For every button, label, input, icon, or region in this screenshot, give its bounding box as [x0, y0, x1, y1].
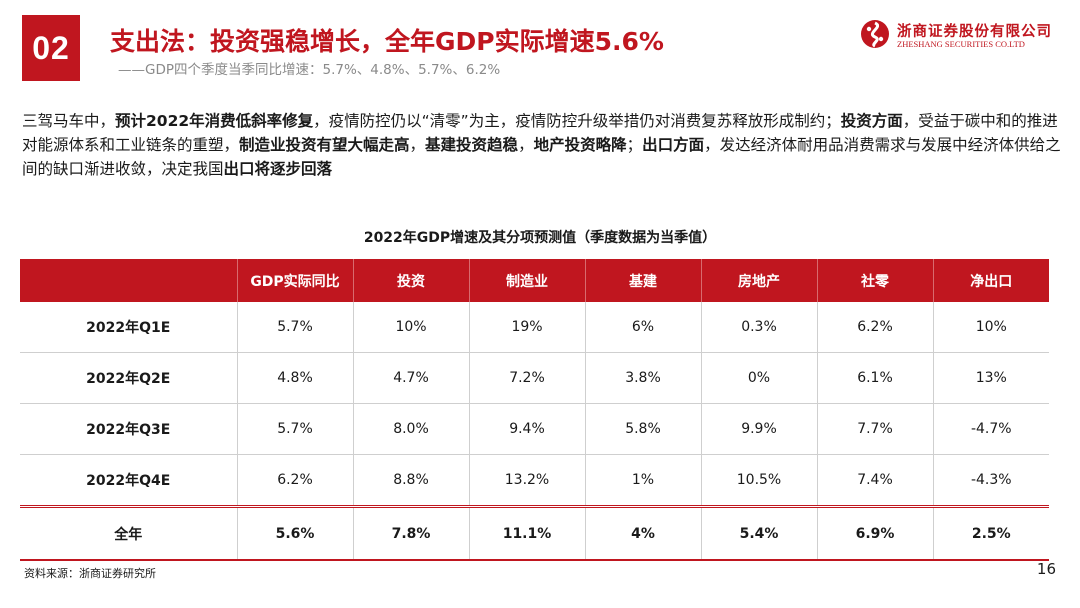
- table-cell: 8.8%: [353, 454, 470, 508]
- zheshang-logo-icon: [861, 20, 889, 48]
- table-cell: 5.7%: [237, 403, 354, 455]
- logo-name-en: ZHESHANG SECURITIES CO.LTD: [897, 39, 1025, 49]
- summary-paragraph: 三驾马车中，预计2022年消费低斜率修复，疫情防控仍以“清零”为主，疫情防控升级…: [22, 109, 1062, 181]
- paragraph-text: 三驾马车中，: [22, 112, 116, 130]
- paragraph-text: ，发达经济体耐用品消费需求与发展中经济体供给之间的缺口渐进收敛，决定我国: [22, 136, 1061, 178]
- table-header-cell: [20, 259, 238, 302]
- paragraph-highlight: 投资方面: [840, 112, 903, 130]
- paragraph-highlight: 出口将逐步回落: [223, 160, 333, 178]
- company-logo: 浙商证券股份有限公司 ZHESHANG SECURITIES CO.LTD: [860, 16, 1060, 52]
- table-cell: 5.6%: [237, 506, 354, 561]
- table-cell: 7.8%: [353, 506, 470, 561]
- table-header-cell: 制造业: [469, 259, 586, 302]
- table-header-cell: 房地产: [701, 259, 818, 302]
- row-label: 2022年Q3E: [20, 403, 238, 455]
- table-cell: 19%: [469, 302, 586, 353]
- row-label: 2022年Q1E: [20, 302, 238, 353]
- slide-title: 支出法：投资强稳增长，全年GDP实际增速5.6%: [110, 27, 664, 56]
- slide-subtitle: ——GDP四个季度当季同比增速：5.7%、4.8%、5.7%、6.2%: [118, 62, 501, 78]
- table-row: 2022年Q1E 5.7% 10% 19% 6% 0.3% 6.2% 10%: [20, 302, 1049, 353]
- table-cell: 6.9%: [817, 506, 934, 561]
- table-cell: 6%: [585, 302, 702, 353]
- table-header-cell: 净出口: [933, 259, 1049, 302]
- table-cell: 8.0%: [353, 403, 470, 455]
- table-cell: 5.8%: [585, 403, 702, 455]
- paragraph-highlight: 制造业投资有望大幅走高: [239, 136, 410, 154]
- table-cell: 7.2%: [469, 352, 586, 404]
- paragraph-highlight: 基建投资趋稳: [425, 136, 519, 154]
- logo-name-cn: 浙商证券股份有限公司: [897, 24, 1052, 40]
- paragraph-text: ，: [518, 136, 534, 154]
- paragraph-text: ，: [409, 136, 426, 154]
- table-cell: 4.7%: [353, 352, 470, 404]
- table-cell: 6.1%: [817, 352, 934, 404]
- source-note: 资料来源：浙商证券研究所: [24, 567, 156, 580]
- table-cell: 9.4%: [469, 403, 586, 455]
- table-header-cell: 社零: [817, 259, 934, 302]
- gdp-forecast-table: GDP实际同比 投资 制造业 基建 房地产 社零 净出口 2022年Q1E 5.…: [20, 259, 1049, 561]
- table-cell: 5.7%: [237, 302, 354, 353]
- table-cell: 11.1%: [469, 506, 586, 561]
- paragraph-text: ；: [626, 136, 643, 154]
- table-cell: 7.7%: [817, 403, 934, 455]
- table-cell: 13.2%: [469, 454, 586, 508]
- table-cell: 3.8%: [585, 352, 702, 404]
- table-cell: 10%: [933, 302, 1049, 353]
- row-label: 2022年Q4E: [20, 454, 238, 508]
- paragraph-text: ，疫情防控仍以“清零”为主，疫情防控升级举措仍对消费复苏释放形成制约；: [313, 112, 841, 130]
- table-row: 2022年Q4E 6.2% 8.8% 13.2% 1% 10.5% 7.4% -…: [20, 454, 1049, 508]
- section-number-badge: 02: [22, 15, 80, 81]
- row-label: 2022年Q2E: [20, 352, 238, 404]
- table-cell: 0.3%: [701, 302, 818, 353]
- table-cell: -4.7%: [933, 403, 1049, 455]
- table-header-row: GDP实际同比 投资 制造业 基建 房地产 社零 净出口: [20, 259, 1049, 302]
- table-cell: 2.5%: [933, 506, 1049, 561]
- paragraph-highlight: 预计2022年消费低斜率修复: [115, 112, 314, 130]
- table-header-cell: 基建: [585, 259, 702, 302]
- row-label: 全年: [20, 506, 238, 561]
- table-cell: 7.4%: [817, 454, 934, 508]
- table-cell: 13%: [933, 352, 1049, 404]
- table-header-cell: 投资: [353, 259, 470, 302]
- page-number: 16: [1036, 560, 1056, 578]
- table-cell: 0%: [701, 352, 818, 404]
- table-cell: 4%: [585, 506, 702, 561]
- table-cell: 10%: [353, 302, 470, 353]
- table-cell: 6.2%: [817, 302, 934, 353]
- table-cell: 1%: [585, 454, 702, 508]
- table-header-cell: GDP实际同比: [237, 259, 354, 302]
- table-cell: 4.8%: [237, 352, 354, 404]
- table-cell: 5.4%: [701, 506, 818, 561]
- table-total-row: 全年 5.6% 7.8% 11.1% 4% 5.4% 6.9% 2.5%: [20, 506, 1049, 561]
- table-cell: 9.9%: [701, 403, 818, 455]
- paragraph-highlight: 出口方面: [642, 136, 705, 154]
- paragraph-text: ，受益于碳中和的推进对能源体系和工业链条的重塑，: [22, 112, 1058, 154]
- table-row: 2022年Q3E 5.7% 8.0% 9.4% 5.8% 9.9% 7.7% -…: [20, 403, 1049, 455]
- table-row: 2022年Q2E 4.8% 4.7% 7.2% 3.8% 0% 6.1% 13%: [20, 352, 1049, 404]
- table-cell: 10.5%: [701, 454, 818, 508]
- paragraph-highlight: 地产投资略降: [533, 136, 627, 154]
- table-cell: -4.3%: [933, 454, 1049, 508]
- table-cell: 6.2%: [237, 454, 354, 508]
- table-title: 2022年GDP增速及其分项预测值（季度数据为当季值）: [363, 230, 717, 246]
